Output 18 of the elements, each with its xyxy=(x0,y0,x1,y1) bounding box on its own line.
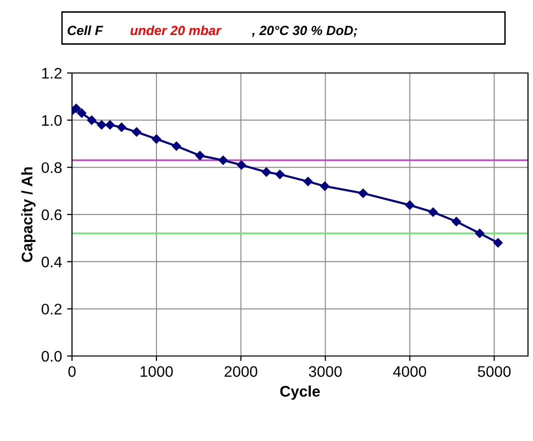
x-tick-label: 0 xyxy=(68,366,76,377)
chart-subtitle: under 20 mbar xyxy=(130,25,222,36)
x-tick-label: 2000 xyxy=(224,366,258,377)
chart-title: Cell F xyxy=(68,25,104,36)
x-tick-label: 1000 xyxy=(140,366,173,377)
x-tick-label: 4000 xyxy=(393,366,426,377)
y-tick-label: 0.6 xyxy=(42,209,62,220)
y-tick-label: 0.4 xyxy=(42,256,62,268)
text: , 20°C 30 % DoD; xyxy=(252,26,358,38)
y-tick-label: 0.2 xyxy=(42,304,62,315)
y-tick-label: 1.0 xyxy=(42,115,62,126)
y-axis-title: Capacity / Ah xyxy=(21,167,36,262)
x-axis-title: Cycle xyxy=(280,386,320,400)
y-tick-label: 0.0 xyxy=(42,350,62,362)
y-tick-label: 1.2 xyxy=(42,68,62,79)
x-tick-label: 3000 xyxy=(308,366,342,377)
x-tick-label: 5000 xyxy=(478,366,511,377)
y-tick-label: 0.8 xyxy=(42,162,62,174)
